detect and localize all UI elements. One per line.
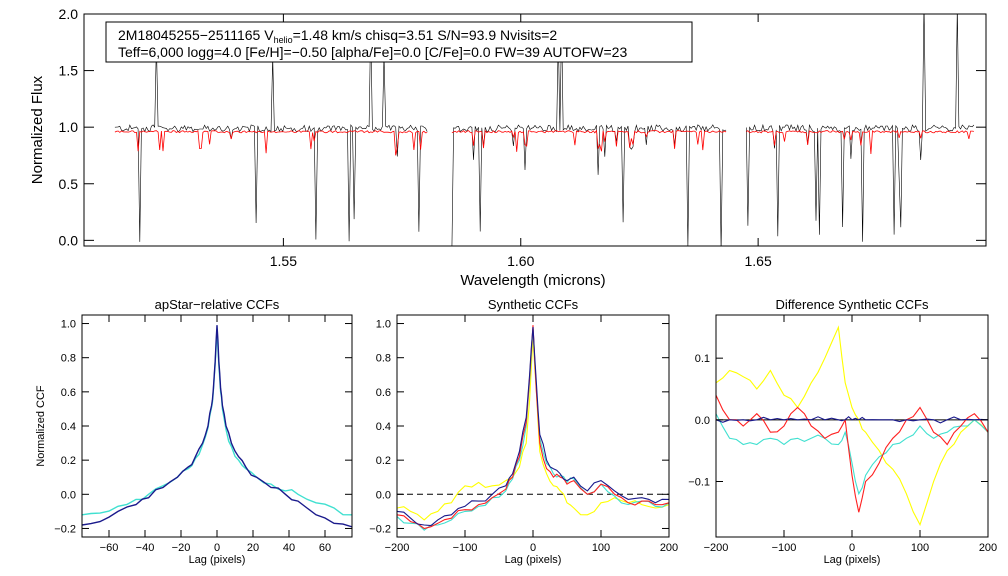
ccf-series-visit-2 <box>397 328 669 531</box>
spectrum-y-tick-label: 2.0 <box>59 6 79 22</box>
spectrum-panel: 1.55 1.60 1.65 0.0 0.5 1.0 1.5 2.0 2M18045255−2… <box>29 6 987 289</box>
ccf-x-tick-label: −200 <box>704 542 729 554</box>
spectrum-y-axis-label: Normalized Flux <box>29 75 46 184</box>
ccf-y-tick-label: 0.6 <box>376 387 391 399</box>
ccf-y-tick-label: 0.0 <box>376 489 391 501</box>
ccf-series-combined <box>397 326 669 527</box>
ccf-plot-frame <box>396 314 670 538</box>
spectrum-x-axis-label: Wavelength (microns) <box>460 272 605 289</box>
ccf-y-tick-label: 1.0 <box>376 319 391 331</box>
ccf-x-tick-label: 100 <box>911 542 929 554</box>
spectrum-lines <box>114 14 975 246</box>
ccf-y-tick-label: −0.1 <box>688 477 710 489</box>
ccf-panel-difference-synthetic: −200 −100 0 100 200 −0.1 0.0 0.1 Difference Synt… <box>688 297 997 566</box>
ccf-series-visit-1-diff <box>716 394 988 513</box>
ccf-x-tick-label: −100 <box>772 542 797 554</box>
ccf-series-visit-2-diff <box>716 413 988 496</box>
ccf-x-axis-label: Lag (pixels) <box>189 554 246 566</box>
ccf-series-zero <box>716 415 988 424</box>
ccf-series-visit-2 <box>82 328 352 516</box>
ccf-x-tick-label: 0 <box>214 542 220 554</box>
spectrum-y-tick-label: 1.5 <box>59 63 79 79</box>
ccf-y-tick-label: 0.8 <box>61 353 76 365</box>
info-line-1: 2M18045255−2511165 Vhelio=1.48 km/s chis… <box>118 27 557 45</box>
ccf-y-tick-label: 0.0 <box>61 489 76 501</box>
ccf-y-tick-label: 0.4 <box>376 421 391 433</box>
ccf-x-tick-label: −60 <box>100 542 119 554</box>
ccf-series-visit-1 <box>82 325 352 528</box>
spectrum-ticks: 1.55 1.60 1.65 0.0 0.5 1.0 1.5 2.0 <box>59 6 986 269</box>
ccf-plot-frame <box>715 314 989 538</box>
ccf-panel-title: Difference Synthetic CCFs <box>776 297 929 312</box>
ccf-y-tick-label: −0.2 <box>54 523 76 535</box>
ccf-x-tick-label: −20 <box>172 542 191 554</box>
model-spectrum-chip-2 <box>451 129 727 152</box>
observed-spectrum-chip-2 <box>451 22 727 246</box>
ccf-x-tick-label: 20 <box>247 542 259 554</box>
ccf-series-visit-1 <box>397 325 669 530</box>
ccf-x-tick-label: −100 <box>453 542 478 554</box>
spectrum-x-tick-label: 1.60 <box>507 253 534 269</box>
spectrum-x-tick-label: 1.65 <box>745 253 772 269</box>
ccf-x-tick-label: −200 <box>385 542 410 554</box>
ccf-y-tick-label: 0.8 <box>376 353 391 365</box>
ccf-panel-apstar-relative: −60 −40 −20 0 20 40 60 −0.2 0.0 0.2 0.4 0.6 0.8 1.0 ap… <box>35 297 353 566</box>
spectrum-y-tick-label: 0.5 <box>59 176 79 192</box>
ccf-x-tick-label: −40 <box>136 542 155 554</box>
ccf-y-tick-label: 0.2 <box>61 455 76 467</box>
ccf-plot-frame <box>81 314 353 538</box>
observed-spectrum-chip-3 <box>746 14 975 242</box>
ccf-y-tick-label: 0.6 <box>61 387 76 399</box>
ccf-panel-synthetic: −200 −100 0 100 200 −0.2 0.0 0.2 0.4 0.6 0.8 1.0 Syn… <box>369 297 678 566</box>
spectrum-x-tick-label: 1.55 <box>270 253 297 269</box>
spectrum-plot-frame <box>83 13 987 247</box>
model-spectrum-chip-1 <box>114 129 428 156</box>
ccf-y-tick-label: 0.1 <box>695 353 710 365</box>
ccf-x-tick-label: 0 <box>849 542 855 554</box>
observed-spectrum-chip-1 <box>114 23 428 242</box>
ccf-y-tick-label: 0.2 <box>376 455 391 467</box>
ccf-x-tick-label: 100 <box>592 542 610 554</box>
info-box <box>105 21 693 63</box>
ccf-x-tick-label: 40 <box>283 542 295 554</box>
ccf-x-axis-label: Lag (pixels) <box>824 554 881 566</box>
ccf-series-synthetic <box>397 337 669 521</box>
ccf-y-axis-label: Normalized CCF <box>35 385 47 467</box>
ccf-series-synthetic-diff <box>716 325 988 527</box>
ccf-x-tick-label: 200 <box>660 542 678 554</box>
ccf-x-tick-label: 60 <box>319 542 331 554</box>
spectrum-y-tick-label: 0.0 <box>59 232 79 248</box>
spectrum-y-tick-label: 1.0 <box>59 119 79 135</box>
ccf-y-tick-label: 1.0 <box>61 319 76 331</box>
ccf-x-tick-label: 200 <box>979 542 997 554</box>
model-spectrum-chip-3 <box>746 129 974 155</box>
ccf-x-axis-label: Lag (pixels) <box>505 554 562 566</box>
ccf-y-tick-label: 0.0 <box>695 415 710 427</box>
ccf-panel-title: apStar−relative CCFs <box>155 297 280 312</box>
ccf-y-tick-label: 0.4 <box>61 421 76 433</box>
ccf-x-tick-label: 0 <box>530 542 536 554</box>
ccf-y-tick-label: −0.2 <box>369 523 391 535</box>
ccf-panel-title: Synthetic CCFs <box>488 297 579 312</box>
info-line-2: Teff=6,000 logg=4.0 [Fe/H]=−0.50 [alpha/… <box>118 44 627 60</box>
